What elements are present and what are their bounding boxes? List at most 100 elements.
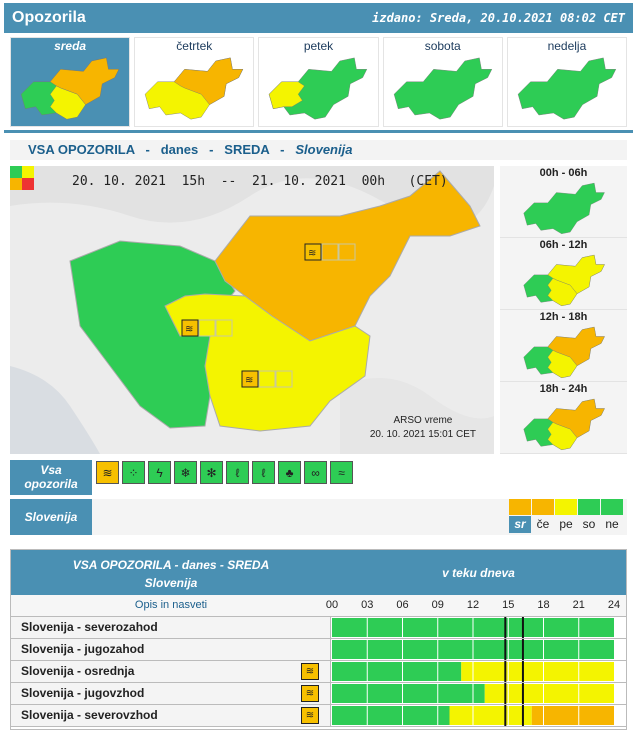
wind-icon[interactable]: ≋ (301, 685, 319, 702)
day-tab-1[interactable]: četrtek (134, 37, 255, 127)
region-day-level (601, 499, 623, 515)
region-day-label: so (582, 517, 596, 531)
map-wind-marker[interactable]: ≋ (304, 243, 356, 261)
hour-label: 24 (607, 599, 621, 611)
period-label: 12h - 18h (539, 311, 588, 323)
validity-period: 20. 10. 2021 15h -- 21. 10. 2021 00h (CE… (72, 174, 448, 189)
row-region-name: Slovenija - jugozahod (11, 639, 331, 660)
region-day-pe[interactable]: pe (555, 499, 577, 533)
timeline-segment (332, 662, 462, 681)
day-tabs: sreda četrtek petek sobota nedelja (10, 37, 628, 127)
day-tab-label: sobota (424, 39, 461, 53)
type-label-line2: opozorila (24, 477, 78, 491)
period-label: 06h - 12h (539, 239, 588, 251)
day-tab-0[interactable]: sreda (10, 37, 131, 127)
snow-ice-icon[interactable]: ✻ (200, 461, 223, 484)
period-map-1[interactable]: 06h - 12h (500, 238, 627, 310)
region-day-label: če (536, 517, 550, 531)
divider (4, 130, 633, 133)
region-label[interactable]: Slovenija (10, 499, 92, 535)
issued-time: izdano: Sreda, 20.10.2021 08:02 CET (372, 11, 625, 25)
svg-text:≋: ≋ (308, 248, 316, 259)
warning-type-icons: ≋ ⁘ ϟ ❄ ✻ ℓ ℓ ♣ ∞ ≈ (96, 461, 353, 484)
svg-text:≋: ≋ (245, 375, 253, 386)
period-map-2[interactable]: 12h - 18h (500, 310, 627, 382)
region-day-ne[interactable]: ne (601, 499, 623, 533)
hour-label: 15 (502, 599, 515, 611)
region-row: Slovenija sr če pe so ne (10, 499, 627, 535)
wind-icon[interactable]: ≋ (96, 461, 119, 484)
hour-label: 09 (431, 599, 444, 611)
day-tab-label: četrtek (176, 39, 213, 53)
coastal-event-icon[interactable]: ≈ (330, 461, 353, 484)
table-header: VSA OPOZORILA - danes - SREDA Slovenija v… (11, 550, 626, 595)
advice-link[interactable]: Opis in nasveti (134, 599, 208, 611)
timeline-segment (449, 706, 532, 725)
row-timeline (332, 705, 614, 726)
table-row[interactable]: Slovenija - jugovzhod ≋ (11, 683, 626, 705)
timeline-segment (531, 706, 614, 725)
table-row[interactable]: Slovenija - jugozahod (11, 639, 626, 661)
region-day-label: pe (559, 517, 573, 531)
hour-label: 06 (396, 599, 409, 611)
period-label: 00h - 06h (539, 167, 588, 179)
timeline-table: VSA OPOZORILA - danes - SREDA Slovenija v… (10, 549, 627, 730)
header-bar: Opozorila izdano: Sreda, 20.10.2021 08:0… (4, 3, 633, 33)
row-timeline (332, 617, 614, 638)
table-subheader: Opis in nasveti 00 03 06 09 12 15 18 21 24 (11, 595, 626, 617)
map-wind-marker[interactable]: ≋ (181, 319, 233, 337)
day-tab-2[interactable]: petek (258, 37, 379, 127)
type-row-label: Vsa opozorila (10, 460, 92, 495)
hour-label: 21 (572, 599, 585, 611)
high-temperature-icon[interactable]: ℓ (252, 461, 275, 484)
low-temperature-icon[interactable]: ℓ (226, 461, 249, 484)
day-map (145, 57, 244, 120)
timeline-segment (484, 684, 614, 703)
day-tab-label: sreda (54, 39, 87, 53)
region-day-label: sr (509, 516, 531, 533)
period-map (523, 182, 605, 234)
table-row[interactable]: Slovenija - severovzhod ≋ (11, 705, 626, 727)
heading-all-warnings: VSA OPOZORILA (28, 142, 135, 157)
table-row[interactable]: Slovenija - severozahod (11, 617, 626, 639)
region-day-če[interactable]: če (532, 499, 554, 533)
heading-separator: - (209, 142, 214, 157)
relief-background: ≋ ≋ ≋ (10, 166, 494, 454)
table-title-line2: Slovenija (144, 576, 198, 590)
row-timeline (332, 639, 614, 660)
table-title-line1: VSA OPOZORILA - danes - SREDA (72, 558, 270, 572)
period-map-3[interactable]: 18h - 24h (500, 382, 627, 454)
table-right-title: v teku dneva (442, 566, 515, 580)
region-day-level (578, 499, 600, 515)
heading-day: SREDA (224, 142, 270, 157)
heading-separator: - (145, 142, 150, 157)
fog-icon[interactable]: ∞ (304, 461, 327, 484)
map-wind-marker[interactable]: ≋ (241, 370, 293, 388)
region-day-label: ne (605, 517, 619, 531)
region-day-sr[interactable]: sr (509, 499, 531, 533)
day-tab-label: nedelja (547, 39, 587, 53)
table-row[interactable]: Slovenija - osrednja ≋ (11, 661, 626, 683)
section-heading: VSA OPOZORILA - danes - SREDA - Slovenij… (10, 140, 627, 160)
heading-separator: - (280, 142, 285, 157)
period-maps: 00h - 06h 06h - 12h 12h - 18h 18h - 24h (500, 166, 627, 454)
day-tab-4[interactable]: nedelja (506, 37, 628, 127)
credit-time: 20. 10. 2021 15:01 CET (369, 429, 476, 440)
region-day-level (509, 499, 531, 515)
wind-icon[interactable]: ≋ (301, 663, 319, 680)
day-map (517, 57, 616, 120)
row-timeline (332, 661, 614, 682)
snow-icon[interactable]: ❄ (174, 461, 197, 484)
region-day-so[interactable]: so (578, 499, 600, 533)
thunderstorm-icon[interactable]: ϟ (148, 461, 171, 484)
period-map-0[interactable]: 00h - 06h (500, 166, 627, 238)
type-label-line1: Vsa (40, 463, 62, 477)
hour-label: 03 (361, 599, 374, 611)
timeline-segment (461, 662, 614, 681)
main-warning-map[interactable]: ≋ ≋ ≋ 20. 10. 2021 15h -- 21. 10. 2021 00h… (10, 166, 494, 454)
wind-icon[interactable]: ≋ (301, 707, 319, 724)
day-map (393, 57, 492, 120)
day-tab-3[interactable]: sobota (382, 37, 503, 127)
forest-fire-icon[interactable]: ♣ (278, 461, 301, 484)
rain-icon[interactable]: ⁘ (122, 461, 145, 484)
